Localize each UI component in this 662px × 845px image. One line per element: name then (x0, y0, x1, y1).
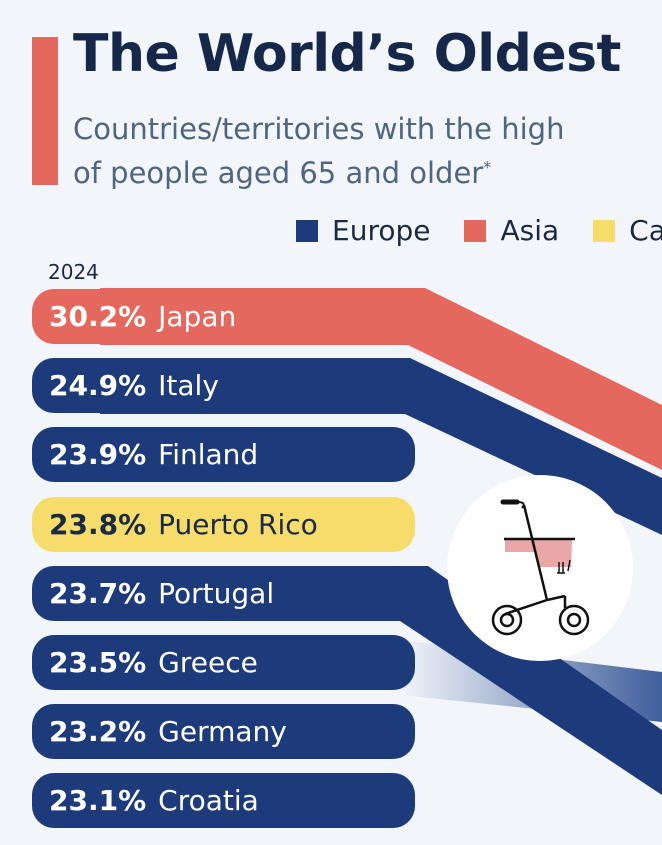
bar-croatia: 23.1% Croatia (32, 773, 415, 829)
bar-italy: 24.9% Italy (32, 358, 402, 414)
bar-value-label: 23.2% (49, 715, 147, 749)
walker-badge (447, 475, 633, 661)
legend-label: Ca (629, 214, 662, 247)
bar-value-label: 24.9% (49, 369, 147, 403)
subtitle-line-2: of people aged 65 and older* (73, 156, 491, 190)
legend-label: Asia (500, 214, 560, 247)
legend-item-caribbean: Ca (593, 214, 662, 247)
bar-category-label: Italy (158, 369, 219, 403)
bar-portugal: 23.7% Portugal (32, 565, 415, 621)
title-accent-bar (32, 37, 58, 185)
bar-value-label: 23.1% (49, 784, 147, 818)
year-label: 2024 (48, 260, 99, 284)
legend: Europe Asia Ca (296, 214, 662, 247)
subtitle-line-1: Countries/territories with the high (73, 112, 565, 146)
bar-germany: 23.2% Germany (32, 704, 415, 760)
bar-finland: 23.9% Finland (32, 427, 415, 483)
bar-category-label: Croatia (158, 784, 259, 818)
bar-category-label: Finland (158, 438, 259, 472)
page-title: The World’s Oldest (73, 24, 621, 84)
legend-label: Europe (332, 214, 431, 247)
bar-japan: 30.2% Japan (32, 289, 402, 344)
bar-category-label: Germany (158, 715, 287, 749)
bar-category-label: Japan (158, 300, 237, 333)
bar-value-label: 23.9% (49, 438, 147, 472)
bar-category-label: Portugal (158, 576, 275, 610)
bar-value-label: 23.7% (49, 576, 147, 610)
bar-value-label: 23.8% (49, 507, 147, 541)
legend-swatch (296, 219, 318, 242)
legend-item-asia: Asia (464, 214, 559, 247)
bar-greece: 23.5% Greece (32, 635, 415, 690)
bar-category-label: Puerto Rico (158, 507, 318, 541)
legend-item-europe: Europe (296, 214, 430, 247)
ribbon-portugal (380, 566, 662, 795)
legend-swatch (593, 219, 616, 242)
bar-value-label: 30.2% (49, 300, 147, 333)
footnote-mark: * (483, 157, 492, 177)
rollator-walker-icon (491, 499, 590, 636)
bar-category-label: Greece (158, 646, 258, 679)
subtitle-text: of people aged 65 and older (73, 156, 484, 190)
legend-swatch (464, 219, 487, 242)
bar-puerto-rico: 23.8% Puerto Rico (32, 496, 415, 552)
bar-value-label: 23.5% (49, 646, 147, 679)
